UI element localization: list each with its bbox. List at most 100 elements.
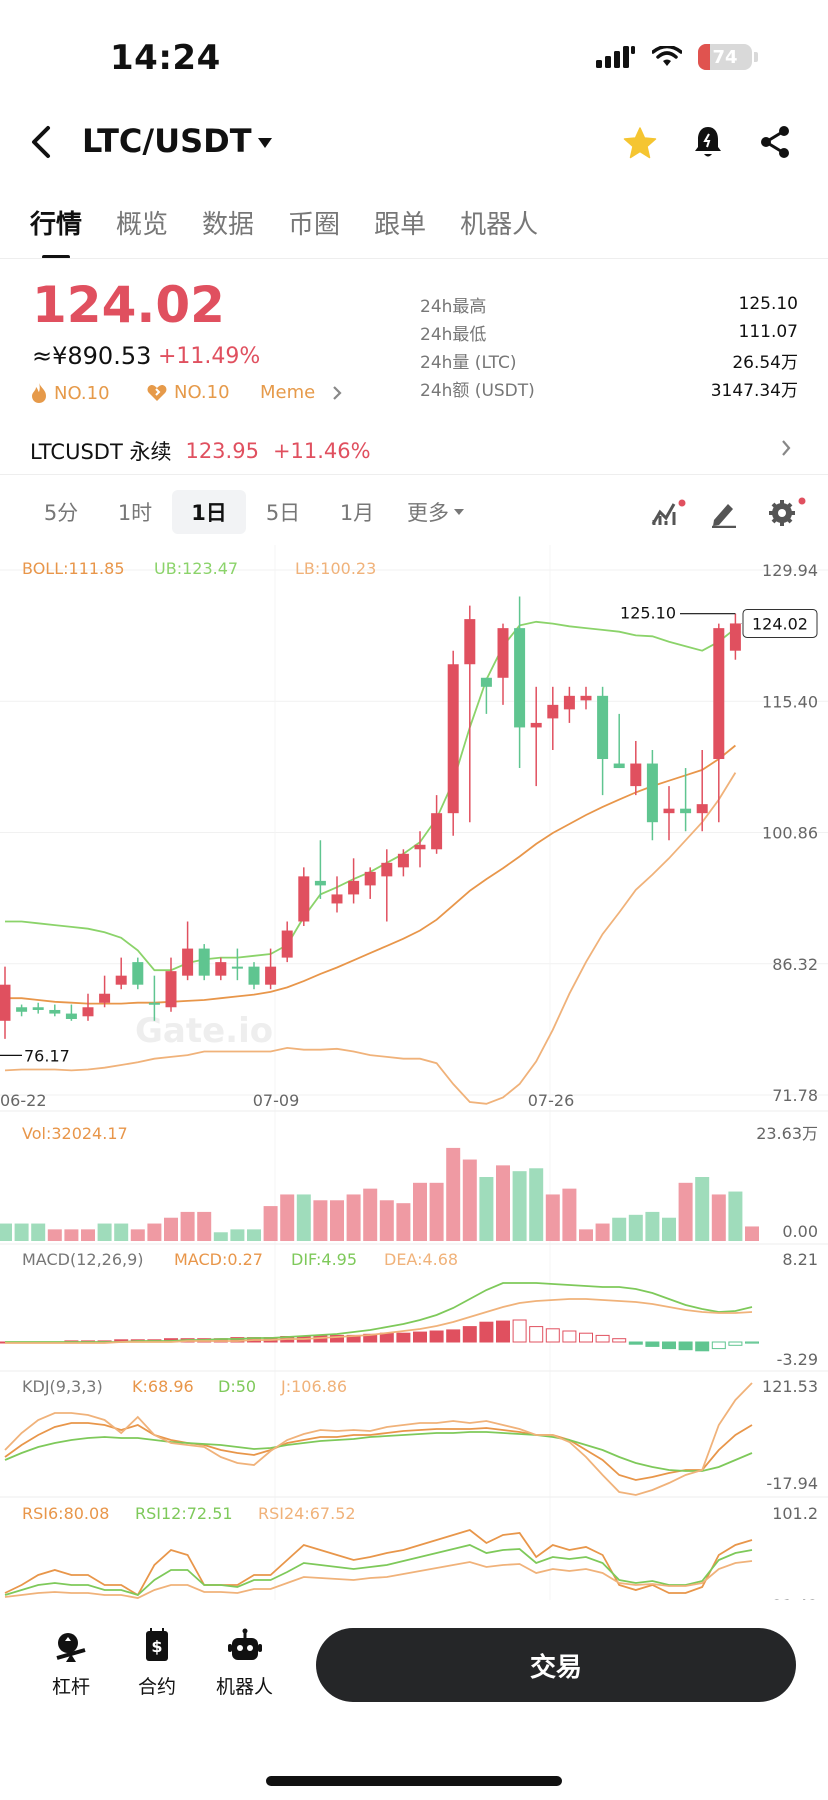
candle-body bbox=[530, 722, 542, 728]
boll-lower-line bbox=[4, 772, 737, 1105]
volume-bar bbox=[429, 1182, 444, 1241]
tab-data[interactable]: 数据 bbox=[202, 210, 255, 240]
macd-bar bbox=[413, 1331, 427, 1343]
tab-community[interactable]: 币圈 bbox=[288, 210, 341, 240]
candle-body bbox=[729, 623, 741, 651]
back-icon[interactable] bbox=[28, 124, 54, 160]
candle-body bbox=[231, 966, 243, 969]
candle-body bbox=[115, 975, 127, 985]
volume-bar bbox=[197, 1211, 212, 1241]
indicator-settings-icon[interactable] bbox=[650, 498, 686, 528]
pair-title[interactable]: LTC/USDT bbox=[82, 122, 252, 160]
macd-bar bbox=[512, 1319, 527, 1343]
volume-bar bbox=[529, 1168, 544, 1241]
candle-body bbox=[314, 880, 326, 886]
candle-body bbox=[597, 695, 609, 760]
tab-copy-trade[interactable]: 跟单 bbox=[374, 210, 427, 240]
volume-bar bbox=[147, 1223, 162, 1241]
stat-label: 24h最低 bbox=[420, 324, 487, 345]
hot-rank[interactable]: NO.10 bbox=[30, 382, 110, 404]
candle-body bbox=[646, 763, 658, 823]
last-price: 124.02 bbox=[32, 276, 225, 334]
price-alert-bell-icon[interactable] bbox=[692, 124, 724, 160]
home-indicator[interactable] bbox=[266, 1776, 562, 1786]
kline-chart[interactable]: Gate.io 129.94 115.40 100.86 86.32 71.78 124.0… bbox=[0, 545, 828, 1600]
period-1mo[interactable]: 1月 bbox=[339, 501, 375, 525]
volume-bar bbox=[296, 1194, 311, 1241]
candle-body bbox=[248, 966, 260, 985]
volume-min-label: 0.00 bbox=[782, 1222, 818, 1241]
boll-lb-label: LB:100.23 bbox=[295, 559, 376, 578]
candle-body bbox=[630, 763, 642, 787]
favorite-star-icon[interactable] bbox=[622, 126, 658, 160]
volume-bar bbox=[695, 1177, 710, 1241]
nav-bot[interactable]: 机器人 bbox=[216, 1628, 273, 1699]
period-more[interactable]: 更多 bbox=[394, 490, 478, 534]
candle-body bbox=[265, 966, 277, 985]
volume-bar bbox=[114, 1223, 129, 1241]
macd-bar bbox=[545, 1328, 560, 1343]
macd-dea: DEA:4.68 bbox=[384, 1250, 458, 1269]
stat-high: 24h最高 125.10 bbox=[420, 290, 798, 318]
volume-bar bbox=[545, 1194, 560, 1241]
stat-turnover: 24h额 (USDT) 3147.34万 bbox=[420, 374, 798, 402]
macd-dea-line bbox=[5, 1298, 753, 1344]
macd-bar bbox=[429, 1330, 444, 1343]
volume-bar bbox=[512, 1171, 527, 1241]
period-1h[interactable]: 1时 bbox=[117, 501, 153, 525]
period-5m[interactable]: 5分 bbox=[43, 501, 79, 525]
volume-bar bbox=[396, 1203, 411, 1241]
macd-bar bbox=[595, 1334, 610, 1343]
battery-level: 74 bbox=[712, 46, 738, 68]
draw-tool-icon[interactable] bbox=[710, 498, 738, 528]
x-axis-tick: 07-26 bbox=[528, 1091, 575, 1110]
candle-body bbox=[215, 962, 227, 976]
tab-bot[interactable]: 机器人 bbox=[460, 210, 539, 240]
candle-body bbox=[198, 948, 210, 976]
volume-label: Vol:32024.17 bbox=[22, 1124, 128, 1143]
stat-label: 24h量 (LTC) bbox=[420, 352, 517, 373]
volume-bar bbox=[479, 1177, 494, 1241]
watermark: Gate.io bbox=[135, 1011, 273, 1051]
fav-rank[interactable]: NO.10 bbox=[146, 382, 230, 403]
volume-bar bbox=[363, 1188, 378, 1241]
x-axis-tick: 07-09 bbox=[253, 1091, 300, 1110]
volume-bar bbox=[446, 1147, 461, 1241]
nav-futures[interactable]: $ 合约 bbox=[138, 1628, 176, 1699]
candle-body bbox=[613, 763, 625, 769]
share-icon[interactable] bbox=[758, 124, 792, 160]
chart-settings-gear-icon[interactable] bbox=[768, 496, 806, 528]
caret-down-icon bbox=[454, 509, 464, 515]
rsi24-label: RSI24:67.52 bbox=[258, 1504, 356, 1523]
period-1d[interactable]: 1日 bbox=[172, 490, 246, 534]
volume-max-label: 23.63万 bbox=[756, 1124, 818, 1143]
cellular-signal-icon bbox=[596, 46, 635, 68]
candle-body bbox=[364, 871, 376, 886]
nav-margin[interactable]: 杠杆 bbox=[52, 1628, 90, 1699]
pair-dropdown-icon[interactable] bbox=[256, 136, 274, 150]
tab-overview[interactable]: 概览 bbox=[116, 210, 169, 240]
ticker-stats: 24h最高 125.10 24h最低 111.07 24h量 (LTC) 26.54万… bbox=[420, 290, 798, 402]
low-marker-label: 76.17 bbox=[24, 1046, 70, 1065]
rsi-max-label: 101.2 bbox=[772, 1504, 818, 1523]
cny-price: ≈¥890.53 bbox=[32, 342, 152, 370]
trade-button[interactable]: 交易 bbox=[316, 1628, 796, 1702]
candle-body bbox=[298, 876, 310, 922]
period-5d[interactable]: 5日 bbox=[265, 501, 301, 525]
candle-body bbox=[580, 695, 592, 701]
robot-icon bbox=[227, 1628, 262, 1660]
perpetual-chevron-icon[interactable] bbox=[780, 438, 792, 458]
last-price-box bbox=[742, 608, 818, 638]
candle-body bbox=[480, 677, 492, 687]
candle-body bbox=[397, 853, 409, 868]
rsi12-line bbox=[4, 1544, 753, 1597]
tabs-divider bbox=[0, 258, 828, 259]
perpetual-row[interactable]: LTCUSDT 永续 123.95 +11.46% bbox=[30, 436, 371, 466]
volume-bar bbox=[462, 1159, 477, 1241]
tab-market[interactable]: 行情 bbox=[30, 204, 82, 259]
meme-tag[interactable]: Meme bbox=[260, 382, 343, 403]
y-axis-tick: 71.78 bbox=[772, 1086, 818, 1105]
perpetual-change: +11.46% bbox=[272, 439, 371, 463]
candle-body bbox=[348, 880, 360, 895]
status-icons: 74 bbox=[596, 44, 758, 70]
